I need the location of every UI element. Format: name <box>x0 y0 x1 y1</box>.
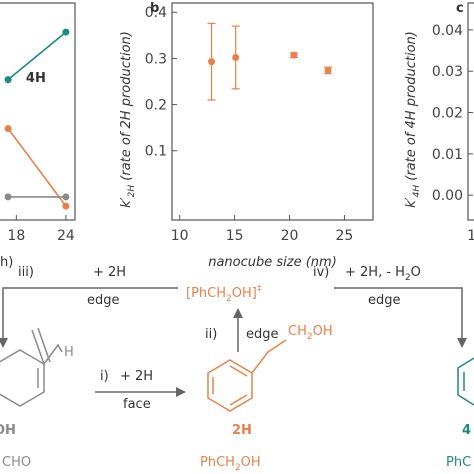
compound-label: 2H <box>232 423 252 438</box>
y-tick-label: 0.3 <box>145 51 167 67</box>
scheme <box>0 287 474 412</box>
x-tick-label: 15 <box>226 228 244 244</box>
y-tick-label: 0.2 <box>145 98 167 114</box>
x-axis-label: h) <box>0 255 13 270</box>
step-label: iii) <box>18 265 34 280</box>
series-line <box>7 128 67 207</box>
reagent: + 2H, - H2O <box>345 265 421 283</box>
label-symbol: k′ <box>119 197 134 208</box>
label-subscript: 4H <box>412 185 422 198</box>
x-tick-label: 20 <box>281 228 299 244</box>
y-tick-label: 0.4 <box>145 5 167 21</box>
bond <box>229 365 248 377</box>
data-point <box>62 193 70 201</box>
series-line <box>7 31 67 81</box>
text: OH <box>241 455 261 470</box>
reagent: + 2H <box>93 265 126 280</box>
text: 2 <box>307 332 313 342</box>
legend-label: 4H <box>26 71 46 86</box>
data-point <box>290 51 298 59</box>
y-tick-label: 0.02 <box>432 106 463 122</box>
compound-label: 4 <box>462 423 471 438</box>
arrow-head <box>457 338 467 348</box>
data-point <box>62 28 70 36</box>
formula: PhC <box>446 455 471 470</box>
y-tick-label: 0.00 <box>432 188 463 204</box>
compound-label: OH <box>0 423 16 438</box>
x-tick-label: 10 <box>171 228 189 244</box>
ring <box>207 359 253 412</box>
atom: H <box>64 345 74 360</box>
site: edge <box>87 293 120 308</box>
bond <box>31 329 45 365</box>
reagent: + 2H <box>120 369 153 384</box>
text: O <box>411 265 421 280</box>
panel-label: c <box>456 1 464 16</box>
data-point <box>4 125 12 133</box>
text: 2 <box>405 273 411 283</box>
site: edge <box>246 327 279 342</box>
y-tick-label: 0.03 <box>432 64 463 80</box>
label-subscript: 2H <box>127 185 137 198</box>
plot-frame <box>171 2 374 221</box>
path-iv <box>334 287 463 345</box>
intermediate: [PhCH2OH]‡ <box>186 284 262 304</box>
formula: CHO <box>2 455 31 470</box>
plot-frame <box>467 2 474 221</box>
text: PhCH <box>200 455 235 470</box>
bond <box>229 394 248 406</box>
text: [PhCH <box>186 286 226 301</box>
label-symbol: k′ <box>404 197 419 208</box>
text: + 2H, - H <box>345 265 405 280</box>
plot-frame <box>0 2 76 221</box>
y-tick-label: 0.01 <box>432 147 463 163</box>
data-point <box>4 76 12 84</box>
step-label: iv) <box>313 265 329 280</box>
y-axis-label: k′2H (rate of 2H production) <box>119 31 137 208</box>
text: OH] <box>232 286 257 301</box>
arrow-head <box>233 308 243 318</box>
x-tick-label: 25 <box>336 228 354 244</box>
x-tick-label: 18 <box>7 228 25 244</box>
site: edge <box>368 293 401 308</box>
data-point <box>324 66 332 74</box>
step-label: ii) <box>205 327 217 342</box>
text: OH <box>313 324 333 339</box>
ring <box>457 357 474 406</box>
formula: PhCH2OH <box>200 455 261 473</box>
x-tick-label: 24 <box>57 228 75 244</box>
y-tick-label: 0.04 <box>432 23 463 39</box>
y-tick-label: 0.1 <box>145 144 167 160</box>
x-tick-label: 10 <box>467 228 474 244</box>
arrow-head <box>176 387 186 397</box>
bond <box>251 339 287 374</box>
x-axis-label: nanocube size (nm) <box>208 255 337 270</box>
data-point <box>232 53 240 61</box>
text: 2 <box>226 294 232 304</box>
panel-label: b <box>150 1 159 16</box>
data-point <box>208 58 216 66</box>
path-iii <box>2 287 178 345</box>
site: face <box>123 397 151 412</box>
text: 2 <box>235 463 241 473</box>
data-point <box>4 193 12 201</box>
substituent: CH2OH <box>288 324 333 342</box>
data-point <box>62 202 70 210</box>
label-text: (rate of 4H production) <box>404 31 419 185</box>
text: ‡ <box>257 284 262 294</box>
bond <box>37 327 51 363</box>
step-label: i) <box>100 369 109 384</box>
label-text: (rate of 2H production) <box>119 31 134 185</box>
y-axis-label: k′4H (rate of 4H production) <box>404 31 422 208</box>
arrow-head <box>0 338 8 348</box>
text: CH <box>288 324 307 339</box>
